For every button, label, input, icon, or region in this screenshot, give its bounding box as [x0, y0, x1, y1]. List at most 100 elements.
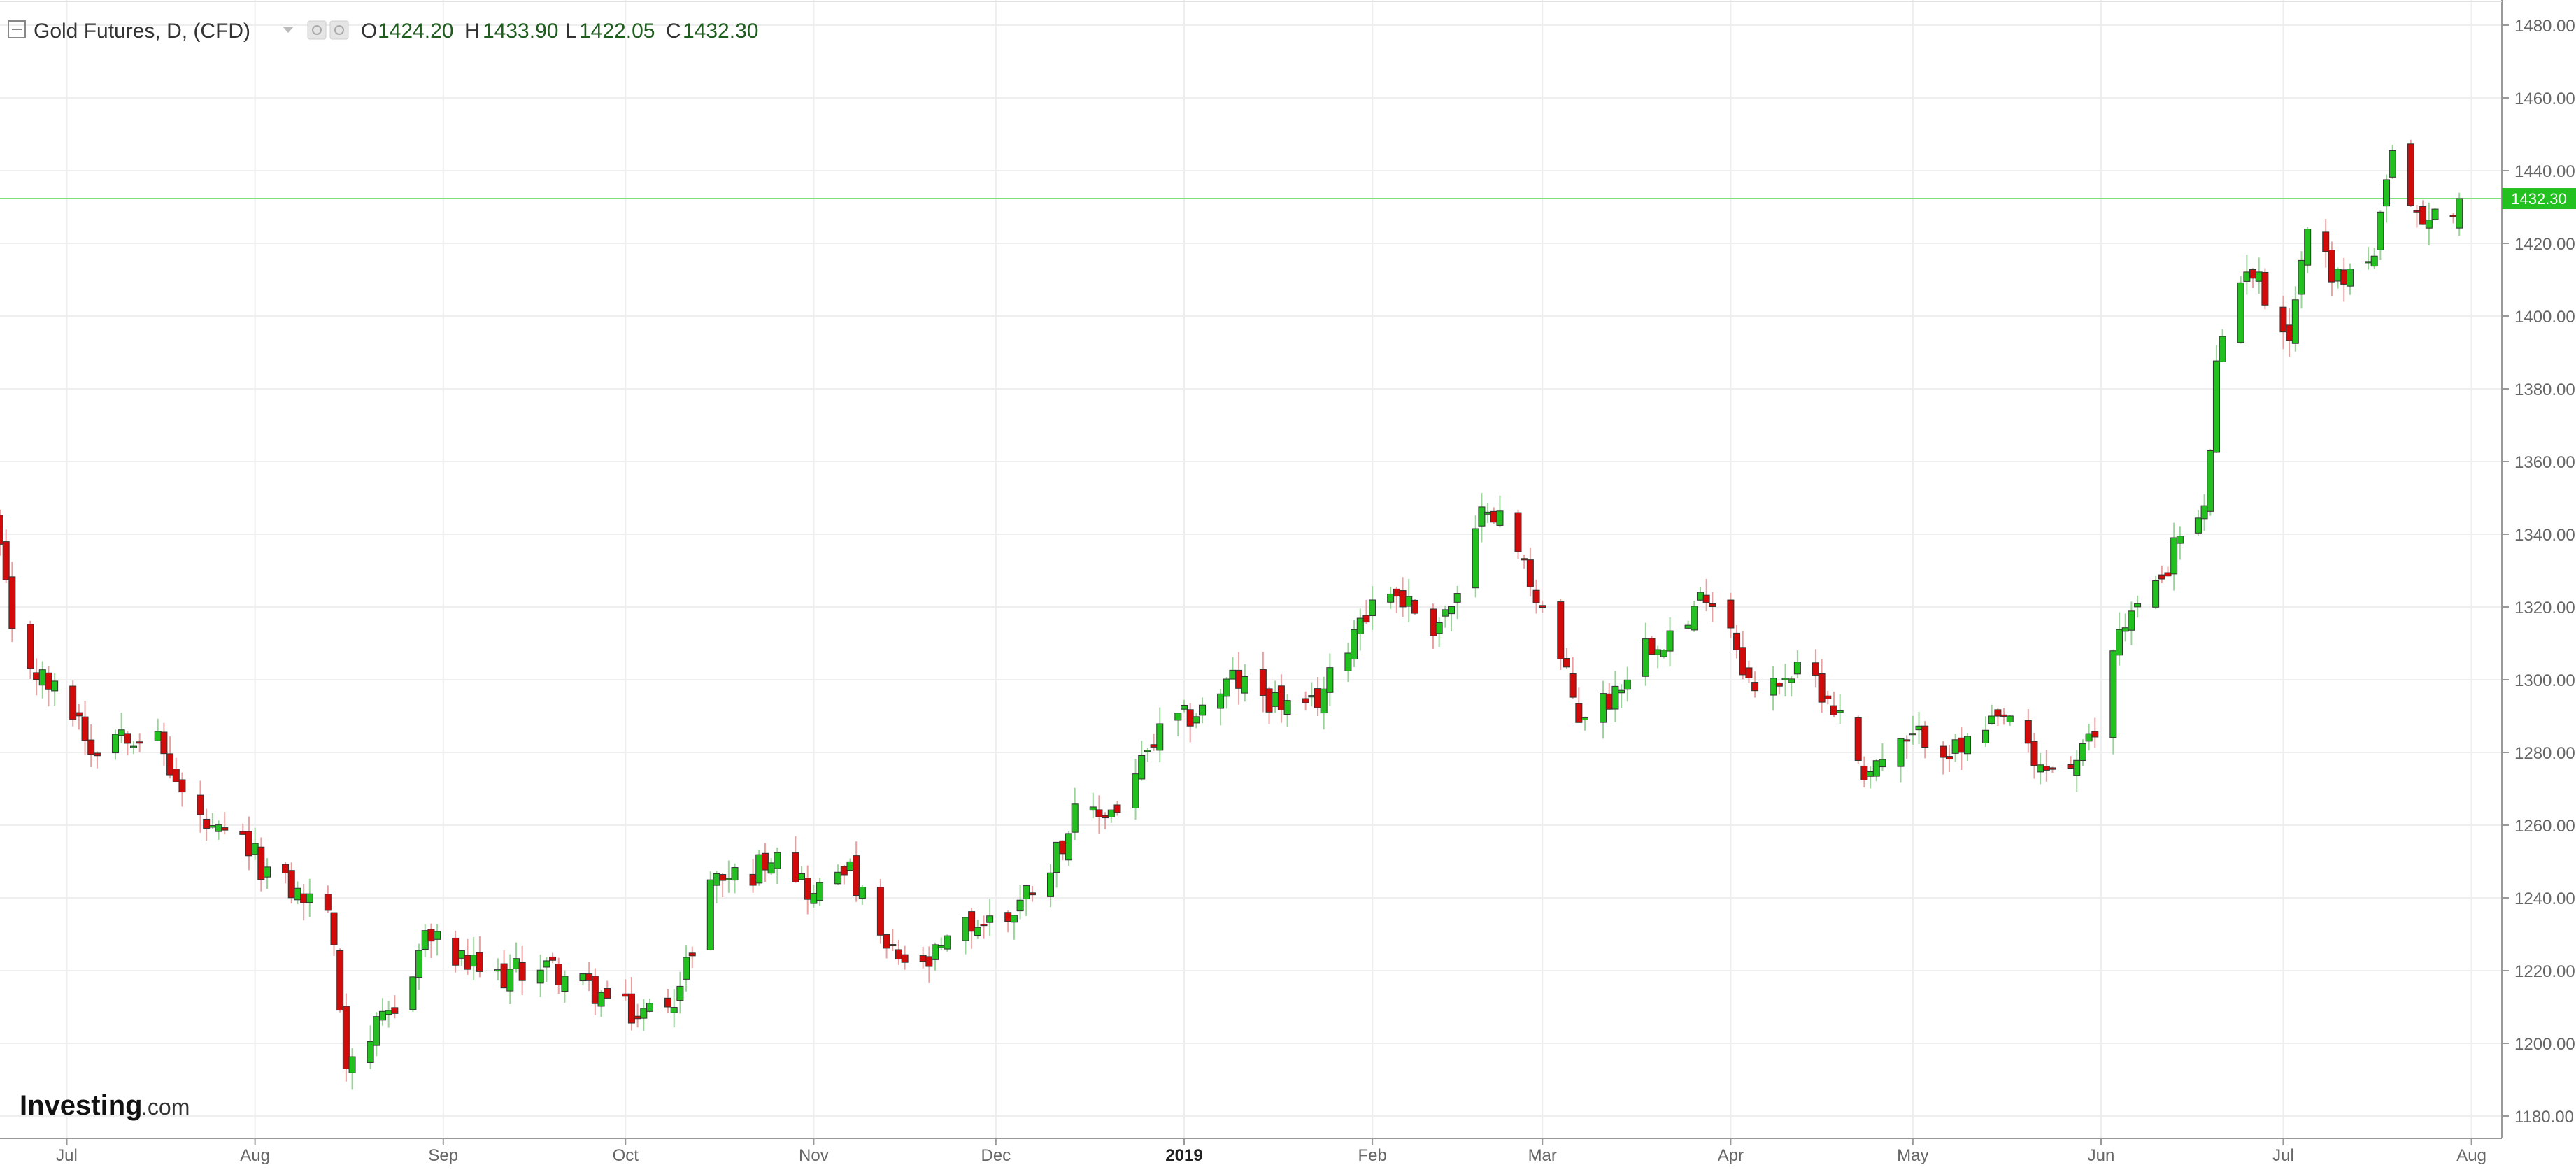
candle[interactable]	[287, 862, 295, 904]
candle[interactable]	[2134, 595, 2142, 618]
collapse-toggle-icon[interactable]	[8, 20, 26, 38]
candle[interactable]	[1702, 578, 1710, 612]
candle[interactable]	[2049, 766, 2056, 773]
candle[interactable]	[434, 924, 441, 956]
candle[interactable]	[1356, 608, 1364, 651]
candle[interactable]	[627, 977, 635, 1031]
candle[interactable]	[1387, 587, 1395, 609]
candle[interactable]	[561, 970, 569, 1003]
candle[interactable]	[1277, 674, 1285, 723]
candle[interactable]	[980, 915, 988, 939]
candle[interactable]	[336, 948, 344, 1013]
candle[interactable]	[858, 885, 866, 906]
candle[interactable]	[1174, 713, 1182, 737]
candle[interactable]	[889, 928, 897, 951]
candle[interactable]	[2279, 296, 2287, 350]
candle[interactable]	[2328, 241, 2335, 297]
candle[interactable]	[1909, 715, 1916, 745]
candle[interactable]	[2261, 268, 2269, 310]
candle[interactable]	[640, 999, 648, 1031]
candle[interactable]	[706, 871, 714, 951]
candle[interactable]	[2431, 207, 2439, 221]
candle[interactable]	[2200, 494, 2208, 531]
candle[interactable]	[1521, 555, 1528, 569]
candle[interactable]	[944, 934, 951, 952]
candle[interactable]	[518, 945, 526, 995]
candle[interactable]	[1302, 691, 1309, 711]
candle[interactable]	[1945, 745, 1953, 772]
candle[interactable]	[1478, 493, 1486, 543]
candle[interactable]	[2030, 732, 2038, 779]
candle[interactable]	[51, 673, 59, 706]
candle[interactable]	[1830, 691, 1837, 717]
candle[interactable]	[664, 989, 672, 1013]
candle[interactable]	[2304, 227, 2312, 273]
candle[interactable]	[2109, 649, 2117, 755]
candle[interactable]	[1223, 676, 1230, 709]
candle[interactable]	[1351, 620, 1358, 667]
candle[interactable]	[719, 873, 727, 898]
candle[interactable]	[1563, 648, 1570, 669]
candle[interactable]	[118, 713, 125, 743]
candle[interactable]	[1648, 636, 1656, 655]
candle[interactable]	[1793, 650, 1801, 678]
candle[interactable]	[670, 989, 678, 1028]
candle[interactable]	[1435, 617, 1443, 647]
candle[interactable]	[197, 780, 204, 833]
candle[interactable]	[506, 954, 514, 1005]
candle[interactable]	[1010, 915, 1018, 940]
candle[interactable]	[1824, 690, 1832, 705]
candle[interactable]	[0, 509, 3, 556]
candle[interactable]	[804, 865, 811, 915]
candle[interactable]	[257, 837, 265, 892]
candle[interactable]	[816, 878, 824, 906]
candle[interactable]	[968, 908, 976, 949]
candle[interactable]	[1071, 787, 1079, 841]
candle[interactable]	[2164, 566, 2172, 577]
candle[interactable]	[1046, 864, 1054, 908]
candle[interactable]	[1812, 649, 1819, 688]
candle[interactable]	[1727, 592, 1735, 638]
candle[interactable]	[81, 701, 89, 756]
candle[interactable]	[1053, 841, 1060, 888]
candle[interactable]	[1514, 509, 1522, 559]
candle[interactable]	[597, 990, 605, 1017]
candle[interactable]	[901, 945, 909, 970]
candle[interactable]	[536, 954, 544, 998]
candle[interactable]	[178, 772, 186, 807]
candle[interactable]	[367, 1025, 374, 1069]
candle[interactable]	[1994, 708, 2002, 727]
candle[interactable]	[1988, 704, 1995, 725]
candle[interactable]	[2207, 449, 2214, 516]
settings-icon[interactable]	[307, 20, 327, 40]
candle[interactable]	[1016, 885, 1024, 920]
candle[interactable]	[111, 729, 119, 760]
candle[interactable]	[306, 878, 313, 917]
candle[interactable]	[2079, 739, 2086, 766]
candle[interactable]	[1618, 684, 1625, 708]
candle[interactable]	[282, 862, 290, 884]
candle[interactable]	[124, 731, 131, 756]
candle[interactable]	[1611, 671, 1619, 722]
candle[interactable]	[1666, 617, 1674, 667]
candle[interactable]	[1733, 625, 1741, 659]
candle[interactable]	[1193, 712, 1200, 729]
candle[interactable]	[1369, 586, 1376, 630]
candle[interactable]	[2425, 202, 2433, 245]
candle[interactable]	[1113, 801, 1121, 816]
candle[interactable]	[1788, 676, 1795, 697]
candle[interactable]	[1259, 652, 1267, 713]
candle[interactable]	[1496, 495, 1504, 528]
candle[interactable]	[2128, 601, 2135, 645]
candle[interactable]	[1448, 606, 1456, 631]
candle[interactable]	[2377, 210, 2384, 260]
candle[interactable]	[1709, 592, 1716, 622]
candle[interactable]	[853, 841, 860, 902]
candle[interactable]	[591, 968, 599, 1015]
candle[interactable]	[2194, 510, 2202, 537]
candle[interactable]	[348, 1048, 356, 1090]
candle[interactable]	[409, 976, 417, 1013]
candle[interactable]	[1575, 687, 1583, 723]
candle[interactable]	[1199, 697, 1207, 724]
